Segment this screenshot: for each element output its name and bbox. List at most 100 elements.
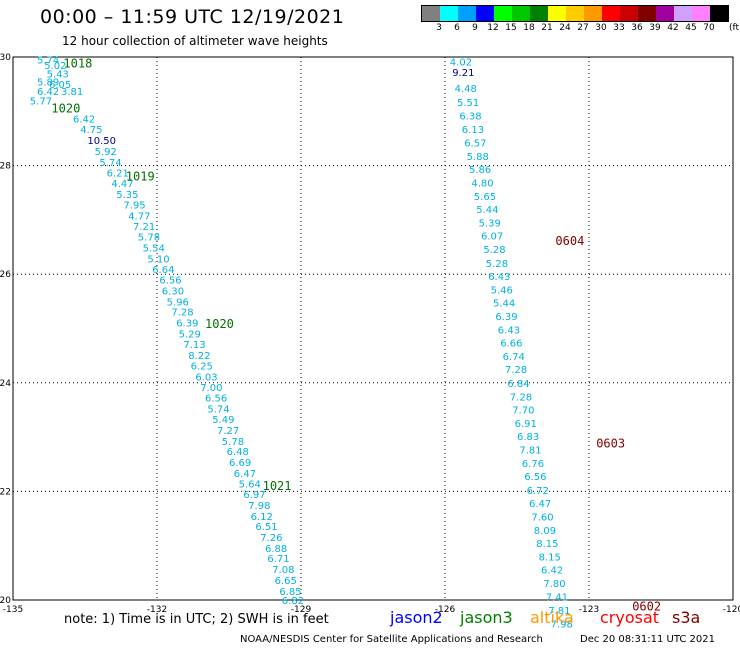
wave-height-label: 7.27 xyxy=(217,426,239,437)
wave-height-label: 7.81 xyxy=(548,606,570,617)
legend-swatch xyxy=(458,6,476,21)
wave-height-label: 6.72 xyxy=(527,486,549,497)
satellite-s3a: s3a xyxy=(672,608,701,627)
satellite-jason2: jason2 xyxy=(390,608,443,627)
legend-swatch xyxy=(602,6,620,21)
legend-tick: 9 xyxy=(472,23,478,33)
pass-time-label: 1020 xyxy=(51,101,80,115)
wave-height-label: 6.12 xyxy=(251,512,273,523)
satellite-jason3: jason3 xyxy=(460,608,513,627)
map-title: 00:00 – 11:59 UTC 12/19/2021 xyxy=(40,6,345,28)
legend-swatch xyxy=(512,6,530,21)
legend-swatch xyxy=(566,6,584,21)
wave-height-label: 5.39 xyxy=(479,219,501,230)
x-tick-label: -135 xyxy=(3,605,23,615)
wave-height-label: 8.22 xyxy=(188,351,210,362)
wave-height-label: 4.80 xyxy=(471,178,493,189)
wave-height-label: 5.89 xyxy=(37,77,59,88)
footer-note: note: 1) Time is in UTC; 2) SWH is in fe… xyxy=(64,612,329,627)
map-frame xyxy=(12,56,734,601)
wave-height-label: 7.21 xyxy=(133,222,155,233)
wave-height-label: 6.43 xyxy=(488,272,510,283)
legend-tick: 30 xyxy=(595,23,607,33)
wave-height-label: 7.28 xyxy=(171,308,193,319)
legend-tick: 3 xyxy=(436,23,442,33)
wave-height-label: 6.47 xyxy=(529,499,551,510)
wave-height-label: 6.42 xyxy=(541,566,563,577)
satellite-altika: altika xyxy=(530,608,574,627)
legend-tick: 12 xyxy=(487,23,499,33)
pass-time-label: 0604 xyxy=(555,234,584,248)
wave-height-label: 6.88 xyxy=(265,544,287,555)
wave-height-label: 5.44 xyxy=(476,205,498,216)
pass-time-label: 1019 xyxy=(126,169,155,183)
wave-height-label: 7.00 xyxy=(200,383,222,394)
legend-swatch xyxy=(584,6,602,21)
wave-height-label: 4.77 xyxy=(128,212,150,223)
wave-height-label: 5.28 xyxy=(486,259,508,270)
wave-height-label: 5.44 xyxy=(493,298,515,309)
legend-tick: 45 xyxy=(685,23,697,33)
y-tick-label: 22 xyxy=(0,487,11,497)
legend-swatch xyxy=(692,6,710,21)
wave-height-label: 7.26 xyxy=(260,533,282,544)
wave-height-label: 5.78 xyxy=(138,233,160,244)
legend-swatch xyxy=(494,6,512,21)
x-tick-label: -123 xyxy=(579,605,599,615)
wave-height-label: 5.54 xyxy=(143,244,165,255)
wave-height-label: 4.48 xyxy=(455,84,477,95)
wave-height-label: 5.35 xyxy=(116,190,138,201)
x-tick-label: -129 xyxy=(291,605,312,615)
wave-height-label: 6.56 xyxy=(159,276,181,287)
y-tick-label: 26 xyxy=(0,270,11,280)
wave-height-label: 6.82 xyxy=(282,596,304,607)
wave-height-label: 5.10 xyxy=(147,254,169,265)
wave-height-label: 5.46 xyxy=(491,285,513,296)
wave-height-label: 5.29 xyxy=(179,329,201,340)
wave-height-label: 7.98 xyxy=(551,619,573,630)
wave-height-label: 6.97 xyxy=(243,490,265,501)
wave-height-label: 6.47 xyxy=(234,469,256,480)
wave-height-label: 8.15 xyxy=(536,539,558,550)
wave-height-label: 6.69 xyxy=(229,458,251,469)
legend-swatch xyxy=(656,6,674,21)
wave-height-label: 6.56 xyxy=(205,393,227,404)
wave-height-label: 5.28 xyxy=(483,245,505,256)
wave-height-label: 6.21 xyxy=(107,169,129,180)
legend-tick: 18 xyxy=(523,23,535,33)
wave-height-label: 6.65 xyxy=(275,576,297,587)
wave-height-label: 6.66 xyxy=(500,339,522,350)
legend-tick: 70 xyxy=(703,23,715,33)
x-tick-label: -120 xyxy=(723,605,740,615)
legend-swatch xyxy=(422,6,440,21)
wave-height-label: 3.81 xyxy=(61,87,83,98)
y-tick-label: 28 xyxy=(0,162,11,172)
legend-color-bar xyxy=(421,5,729,22)
wave-height-label: 8.09 xyxy=(534,526,556,537)
legend-tick: 36 xyxy=(631,23,643,33)
pass-time-label: 1021 xyxy=(263,479,292,493)
wave-height-label: 6.51 xyxy=(255,522,277,533)
wave-height-label: 7.95 xyxy=(123,201,145,212)
legend-tick: 24 xyxy=(559,23,571,33)
wave-height-label: 5.51 xyxy=(457,98,479,109)
legend-swatch xyxy=(620,6,638,21)
wave-height-label: 6.85 xyxy=(279,587,301,598)
wave-height-label: 6.83 xyxy=(517,432,539,443)
wave-height-label: 6.76 xyxy=(522,459,544,470)
wave-height-label: 6.30 xyxy=(162,286,184,297)
wave-height-label: 6.57 xyxy=(464,138,486,149)
legend-tick: 27 xyxy=(577,23,589,33)
y-tick-label: 30 xyxy=(0,53,11,63)
wave-height-label: 7.41 xyxy=(546,593,568,604)
wave-height-label: 6.91 xyxy=(515,419,537,430)
wave-height-label: 5.96 xyxy=(167,297,189,308)
wave-height-label: 7.28 xyxy=(510,392,532,403)
wave-height-label: 4.47 xyxy=(111,179,133,190)
wave-height-label: 6.48 xyxy=(227,447,249,458)
wave-height-label: 6.25 xyxy=(191,361,213,372)
legend-swatch xyxy=(674,6,692,21)
